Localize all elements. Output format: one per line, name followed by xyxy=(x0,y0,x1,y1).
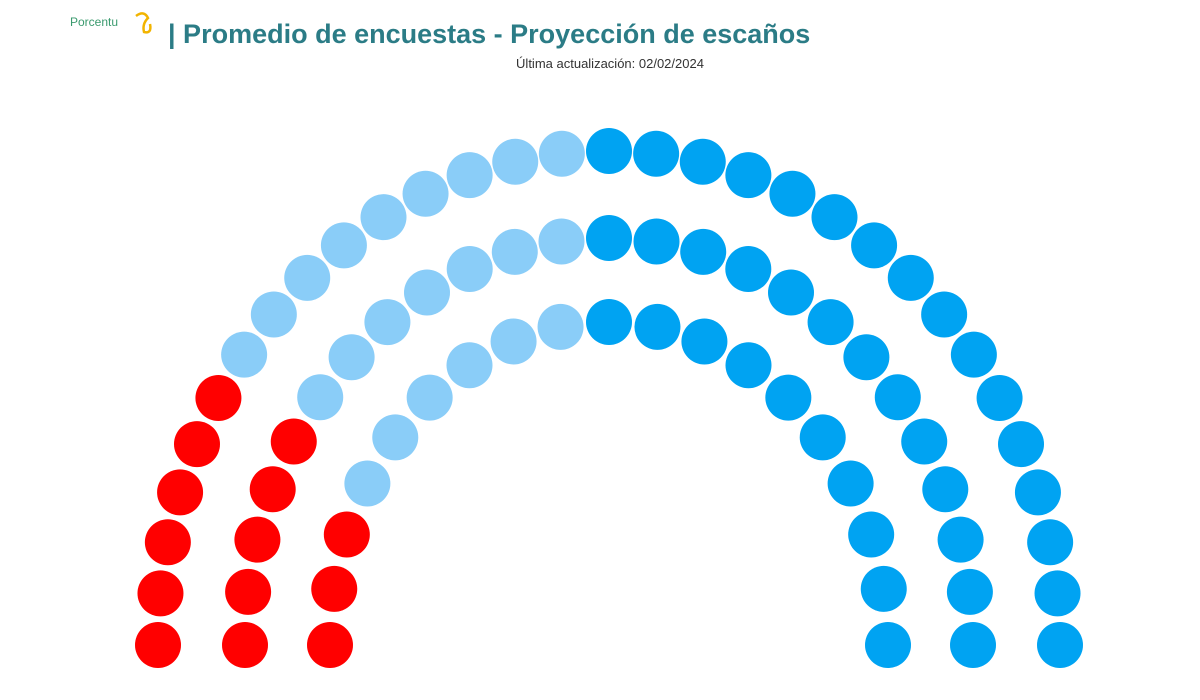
chart-title: | Promedio de encuestas - Proyección de … xyxy=(168,19,810,49)
seat xyxy=(137,570,184,617)
seat xyxy=(921,291,968,338)
logo-mark xyxy=(135,12,152,34)
seat xyxy=(402,170,449,217)
seat xyxy=(586,128,632,174)
seat xyxy=(364,299,411,346)
seat xyxy=(799,414,846,461)
seat xyxy=(950,331,997,378)
seat xyxy=(222,622,268,668)
seat xyxy=(725,342,772,389)
seat xyxy=(848,511,895,558)
seat xyxy=(446,152,493,199)
seat xyxy=(946,568,993,615)
chart-subtitle: Última actualización: 02/02/2024 xyxy=(516,56,704,71)
seat xyxy=(249,466,296,513)
logo: Porcentu xyxy=(70,15,118,29)
seat xyxy=(633,218,680,265)
seat xyxy=(768,269,814,316)
seat xyxy=(586,299,632,345)
seat xyxy=(406,374,453,421)
seat xyxy=(490,318,537,365)
seat xyxy=(922,466,969,513)
seat xyxy=(270,418,317,465)
seat xyxy=(307,622,353,668)
seat xyxy=(173,421,220,468)
seat xyxy=(950,622,996,668)
seat xyxy=(344,460,391,507)
seat xyxy=(328,334,375,381)
seat xyxy=(725,152,772,199)
seat xyxy=(725,245,772,292)
seat xyxy=(135,622,181,668)
seat xyxy=(221,331,268,378)
seat xyxy=(537,303,584,350)
seat xyxy=(1027,519,1074,566)
seat xyxy=(297,374,344,421)
seat xyxy=(586,215,632,261)
seat xyxy=(234,516,281,563)
seat xyxy=(874,374,921,421)
seat xyxy=(976,375,1023,421)
seat xyxy=(998,421,1045,468)
seat xyxy=(860,565,907,612)
seat xyxy=(843,334,890,381)
seat xyxy=(311,565,358,612)
seat xyxy=(225,568,272,615)
seat xyxy=(538,218,585,265)
seat xyxy=(1037,622,1083,668)
seat xyxy=(492,138,539,185)
seat xyxy=(680,228,727,275)
seat xyxy=(937,516,984,563)
seat xyxy=(284,254,331,301)
seat xyxy=(1034,570,1081,617)
seat xyxy=(491,228,538,275)
seat xyxy=(195,375,242,421)
seat xyxy=(634,303,681,350)
seat xyxy=(811,194,858,241)
seat xyxy=(679,138,726,185)
seat xyxy=(1014,469,1061,516)
seat xyxy=(446,245,493,292)
seat xyxy=(538,130,585,177)
seat xyxy=(360,194,407,241)
seat xyxy=(887,254,934,301)
seat xyxy=(404,269,450,316)
seat xyxy=(851,222,898,269)
seat xyxy=(865,622,911,668)
seat xyxy=(633,130,680,177)
seat xyxy=(250,291,297,338)
seat xyxy=(144,519,191,566)
seat xyxy=(372,414,419,461)
seat xyxy=(681,318,728,365)
seat xyxy=(157,469,204,516)
seat xyxy=(446,342,493,389)
seat xyxy=(807,299,854,346)
seat xyxy=(827,460,874,507)
seat xyxy=(323,511,370,558)
seat xyxy=(769,170,816,217)
seat xyxy=(320,222,367,269)
seat xyxy=(901,418,948,465)
seat xyxy=(765,374,812,421)
